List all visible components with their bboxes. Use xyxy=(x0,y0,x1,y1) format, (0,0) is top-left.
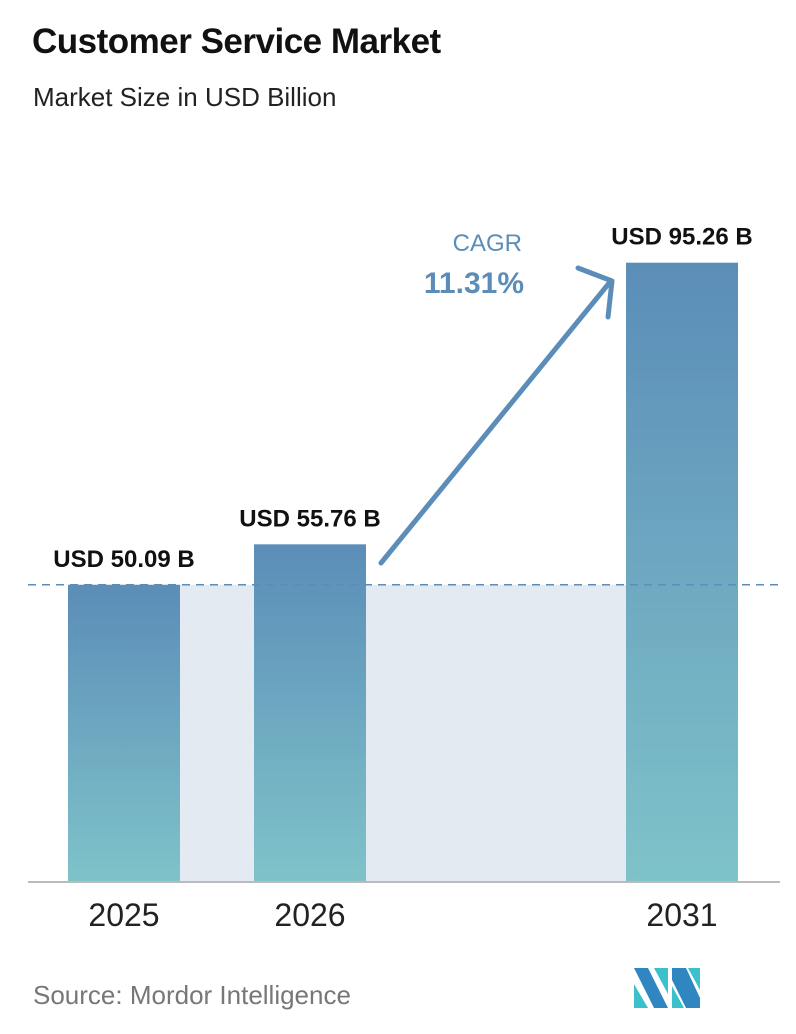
chart-title: Customer Service Market xyxy=(32,22,441,61)
chart-subtitle: Market Size in USD Billion xyxy=(33,82,337,112)
bar-2026 xyxy=(254,544,366,882)
x-tick-label: 2031 xyxy=(646,897,717,933)
data-label-2025: USD 50.09 B xyxy=(53,546,194,573)
bar-2031 xyxy=(626,262,738,882)
x-tick-label: 2026 xyxy=(274,897,345,933)
x-tick-label: 2025 xyxy=(88,897,159,933)
bar-chart: USD 50.09 B 2025 USD 55.76 B 2026 USD 95.26 … xyxy=(28,224,780,933)
cagr-value: 11.31% xyxy=(424,267,524,300)
data-label-2031: USD 95.26 B xyxy=(611,224,752,251)
source-text: Source: Mordor Intelligence xyxy=(33,980,351,1010)
cagr-arrow xyxy=(378,279,613,566)
bar-2025 xyxy=(68,584,180,882)
reference-band xyxy=(180,584,626,882)
cagr-label: CAGR xyxy=(453,230,522,257)
cagr-arrow-head-icon xyxy=(575,265,615,320)
data-label-2026: USD 55.76 B xyxy=(239,505,380,532)
mordor-logo-icon xyxy=(634,968,700,1008)
